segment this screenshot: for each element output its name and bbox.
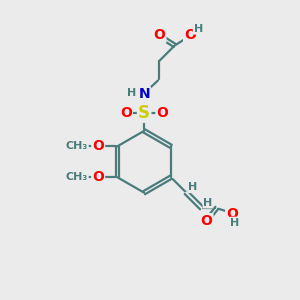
Text: CH₃: CH₃ [66,141,88,151]
Text: H: H [230,218,240,228]
Text: O: O [92,170,104,184]
Text: CH₃: CH₃ [66,172,88,182]
Text: O: O [154,28,165,42]
Text: N: N [138,87,150,101]
Text: O: O [201,214,212,228]
Text: H: H [127,88,136,98]
Text: S: S [138,103,150,122]
Text: H: H [188,182,197,192]
Text: O: O [92,139,104,153]
Text: O: O [156,106,168,120]
Text: O: O [184,28,196,42]
Text: O: O [226,207,238,221]
Text: H: H [203,198,213,208]
Text: H: H [194,24,203,34]
Text: O: O [120,106,132,120]
